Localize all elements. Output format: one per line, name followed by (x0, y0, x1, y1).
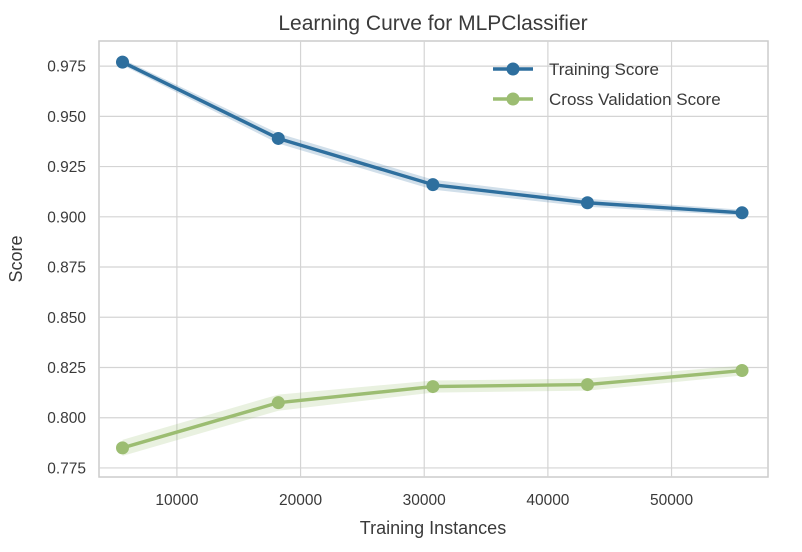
y-axis-label: Score (6, 235, 26, 282)
series-1-point (271, 131, 285, 145)
plot-area (98, 40, 769, 478)
series-2-point (271, 396, 285, 410)
series-2-point (580, 378, 594, 392)
x-axis-label: Training Instances (360, 518, 506, 538)
legend: Training Score Cross Validation Score (493, 60, 721, 109)
series-2-point (735, 364, 749, 378)
legend-marker (506, 62, 520, 76)
y-tick-label: 0.950 (47, 109, 86, 126)
chart-title: Learning Curve for MLPClassifier (278, 12, 587, 35)
data-points (115, 55, 749, 455)
series-1-point (115, 55, 129, 69)
y-tick-label: 0.875 (47, 260, 86, 277)
y-tick-labels: 0.775 0.800 0.825 0.850 0.875 0.900 0.925 0.950… (47, 59, 86, 478)
legend-label: Training Score (549, 60, 659, 79)
y-tick-label: 0.900 (47, 209, 86, 226)
series-1-point (735, 206, 749, 220)
legend-label: Cross Validation Score (549, 90, 721, 109)
x-tick-label: 40000 (526, 492, 569, 509)
x-tick-label: 20000 (279, 492, 322, 509)
y-tick-label: 0.925 (47, 159, 86, 176)
grid-lines (99, 41, 768, 477)
legend-marker (506, 92, 520, 106)
x-tick-label: 50000 (650, 492, 693, 509)
x-tick-label: 30000 (403, 492, 446, 509)
x-tick-labels: 10000 20000 30000 40000 50000 (155, 492, 693, 509)
y-tick-label: 0.825 (47, 360, 86, 377)
series-2-point (115, 441, 129, 455)
y-tick-label: 0.800 (47, 410, 86, 427)
y-tick-label: 0.850 (47, 310, 86, 327)
y-tick-label: 0.775 (47, 460, 86, 477)
series-1-point (580, 196, 594, 210)
series-2-point (426, 380, 440, 394)
y-tick-label: 0.975 (47, 59, 86, 76)
series-1-point (426, 178, 440, 192)
x-tick-label: 10000 (155, 492, 198, 509)
